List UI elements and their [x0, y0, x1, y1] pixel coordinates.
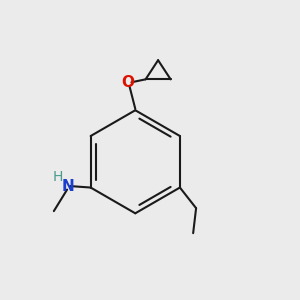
- Text: N: N: [61, 178, 74, 194]
- Text: O: O: [122, 75, 134, 90]
- Text: H: H: [53, 170, 64, 184]
